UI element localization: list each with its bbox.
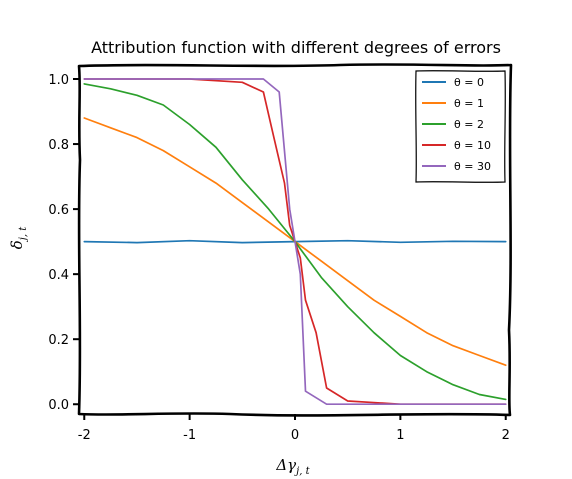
x-tick-label: 0: [291, 428, 299, 443]
series-line-4: [83, 78, 507, 406]
x-tick-label: -2: [78, 428, 91, 443]
x-tick-label: 1: [396, 428, 404, 443]
y-tick-label: 0.2: [48, 333, 69, 348]
y-tick-label: 0.6: [48, 203, 69, 218]
x-tick-label: -1: [183, 428, 196, 443]
x-axis-label: Δγj, t: [275, 456, 310, 477]
x-axis-label-main: Δγ: [275, 456, 296, 474]
legend-label-1: θ = 1: [454, 97, 484, 110]
legend-label-3: θ = 10: [454, 139, 491, 152]
y-tick-label: 0.4: [48, 268, 69, 283]
plot-area: [83, 78, 507, 406]
y-axis-label: δj, t: [8, 226, 29, 249]
y-tick-label: 1.0: [48, 73, 69, 88]
legend: θ = 0 θ = 1 θ = 2 θ = 10 θ = 30: [415, 70, 506, 183]
chart-title: Attribution function with different degr…: [91, 38, 501, 57]
legend-box: [415, 70, 506, 183]
y-axis-label-main: δ: [8, 240, 26, 249]
x-tick-label: 2: [502, 428, 510, 443]
x-axis-label-subscript: j, t: [294, 466, 310, 477]
axes: -2 -1 0 1 2 0.0 0.2 0.4 0.6 0.8 1.0: [48, 73, 510, 443]
legend-label-4: θ = 30: [454, 160, 491, 173]
y-tick-label: 0.8: [48, 138, 69, 153]
legend-label-0: θ = 0: [454, 76, 484, 89]
plot-frame: [77, 63, 513, 417]
legend-label-2: θ = 2: [454, 118, 484, 131]
y-axis-label-subscript: j, t: [18, 226, 29, 242]
y-tick-label: 0.0: [48, 398, 69, 413]
